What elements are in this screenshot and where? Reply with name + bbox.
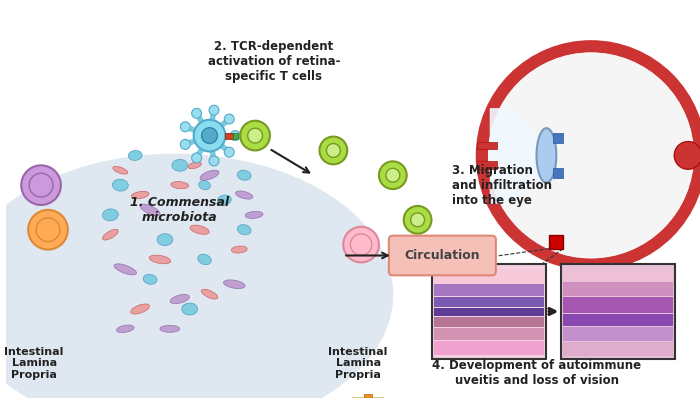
Ellipse shape — [235, 191, 253, 199]
Ellipse shape — [202, 289, 218, 299]
Ellipse shape — [102, 209, 118, 221]
Text: Intestinal
Lamina
Propria: Intestinal Lamina Propria — [4, 347, 64, 380]
Bar — [564, 297, 673, 313]
Circle shape — [488, 52, 694, 258]
Circle shape — [411, 213, 424, 227]
Ellipse shape — [182, 303, 197, 315]
Circle shape — [482, 46, 700, 264]
Ellipse shape — [102, 229, 118, 240]
Ellipse shape — [149, 255, 171, 264]
Text: 3. Migration
and infiltration
into the eye: 3. Migration and infiltration into the e… — [452, 164, 552, 207]
Ellipse shape — [160, 325, 180, 332]
Ellipse shape — [231, 246, 247, 253]
Bar — [477, 161, 497, 169]
Bar — [435, 341, 545, 354]
Bar — [435, 308, 545, 316]
FancyBboxPatch shape — [389, 236, 496, 275]
Circle shape — [192, 153, 202, 163]
Text: Circulation: Circulation — [405, 249, 480, 262]
Ellipse shape — [113, 179, 128, 191]
Ellipse shape — [131, 304, 150, 314]
Bar — [553, 133, 564, 142]
Ellipse shape — [0, 154, 393, 400]
Bar — [564, 269, 673, 281]
Ellipse shape — [190, 225, 209, 234]
Ellipse shape — [114, 264, 136, 275]
Circle shape — [202, 128, 218, 144]
Ellipse shape — [171, 182, 189, 189]
Ellipse shape — [198, 254, 211, 265]
Circle shape — [194, 120, 225, 152]
Bar — [435, 269, 545, 283]
Circle shape — [209, 156, 219, 166]
Circle shape — [240, 121, 270, 150]
Ellipse shape — [144, 274, 157, 284]
Ellipse shape — [157, 234, 173, 246]
Bar — [225, 133, 233, 138]
Bar — [477, 142, 497, 150]
Circle shape — [379, 161, 407, 189]
Circle shape — [248, 128, 262, 143]
Ellipse shape — [536, 128, 557, 183]
Circle shape — [224, 114, 234, 124]
Bar — [550, 235, 564, 248]
Ellipse shape — [128, 150, 142, 160]
Bar — [564, 327, 673, 341]
Circle shape — [326, 144, 340, 157]
Text: Intestinal
Lamina
Propria: Intestinal Lamina Propria — [328, 347, 388, 380]
Ellipse shape — [237, 225, 251, 235]
Text: 2. TCR-dependent
activation of retina-
specific T cells: 2. TCR-dependent activation of retina- s… — [208, 40, 340, 83]
Circle shape — [319, 136, 347, 164]
Circle shape — [28, 210, 68, 250]
Bar — [561, 264, 675, 358]
Bar — [564, 282, 673, 296]
Circle shape — [224, 147, 234, 157]
Circle shape — [230, 131, 240, 140]
Bar — [433, 264, 547, 358]
Bar — [435, 297, 545, 307]
Circle shape — [192, 108, 202, 118]
Bar — [553, 168, 564, 178]
Ellipse shape — [237, 170, 251, 180]
Ellipse shape — [245, 211, 263, 218]
Circle shape — [674, 142, 700, 169]
Bar — [564, 342, 673, 356]
Text: 4. Development of autoimmune
uveitis and loss of vision: 4. Development of autoimmune uveitis and… — [432, 360, 641, 388]
Circle shape — [21, 165, 61, 205]
Polygon shape — [0, 398, 383, 400]
Ellipse shape — [116, 325, 134, 332]
Text: 1. Commensal
microbiota: 1. Commensal microbiota — [130, 196, 230, 224]
Ellipse shape — [200, 170, 219, 180]
Ellipse shape — [199, 180, 211, 190]
Circle shape — [343, 227, 379, 262]
Circle shape — [181, 122, 190, 132]
Ellipse shape — [132, 191, 149, 199]
Circle shape — [386, 168, 400, 182]
Bar — [435, 284, 545, 296]
Circle shape — [404, 206, 431, 234]
Ellipse shape — [223, 280, 245, 288]
Bar — [435, 328, 545, 340]
Ellipse shape — [113, 166, 128, 174]
Ellipse shape — [218, 195, 231, 205]
Ellipse shape — [172, 159, 188, 171]
Circle shape — [209, 105, 219, 115]
Circle shape — [181, 140, 190, 149]
Polygon shape — [0, 398, 354, 400]
Ellipse shape — [188, 162, 202, 169]
Bar — [233, 133, 238, 138]
Bar — [564, 314, 673, 326]
Bar — [364, 394, 372, 400]
Ellipse shape — [140, 204, 160, 216]
Ellipse shape — [170, 294, 190, 304]
Bar — [435, 317, 545, 327]
